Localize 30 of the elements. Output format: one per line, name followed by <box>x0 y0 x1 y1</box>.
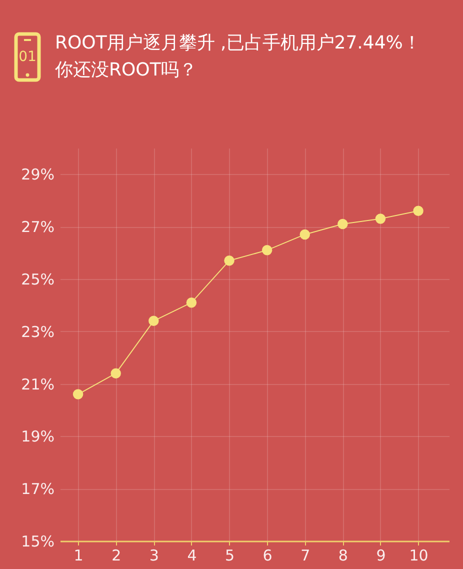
point <box>375 214 386 224</box>
point <box>338 218 348 230</box>
point <box>413 206 424 216</box>
y-tick-label: 21% <box>21 375 54 394</box>
x-tick-label: 2 <box>112 546 122 564</box>
point <box>72 389 84 400</box>
x-tick-label: 10 <box>409 546 428 564</box>
point <box>186 297 197 308</box>
chart-title: ROOT用户逐月攀升 ,已占手机用户27.44%！你还没ROOT吗？ <box>54 32 421 80</box>
point <box>224 256 234 266</box>
y-tick-label: 15% <box>21 532 54 550</box>
y-tick-label: 25% <box>21 270 54 288</box>
point <box>110 368 121 378</box>
x-tick-label: 6 <box>262 546 272 564</box>
x-tick-label: 4 <box>187 546 197 564</box>
y-tick-label: 17% <box>21 480 54 498</box>
y-tick-label: 23% <box>21 322 54 341</box>
point <box>262 245 272 256</box>
x-tick-label: 3 <box>149 546 159 564</box>
x-tick-label: 5 <box>224 546 235 564</box>
text: 01 <box>18 49 36 65</box>
x-tick-label: 1 <box>74 546 84 564</box>
point <box>148 316 159 326</box>
y-tick-label: 27% <box>21 218 54 236</box>
x-tick-label: 9 <box>376 546 386 564</box>
x-tick-label: 8 <box>338 546 348 564</box>
y-tick-label: 29% <box>21 166 54 184</box>
y-tick-label: 19% <box>21 428 54 446</box>
point <box>300 229 310 240</box>
x-tick-label: 7 <box>300 546 310 564</box>
